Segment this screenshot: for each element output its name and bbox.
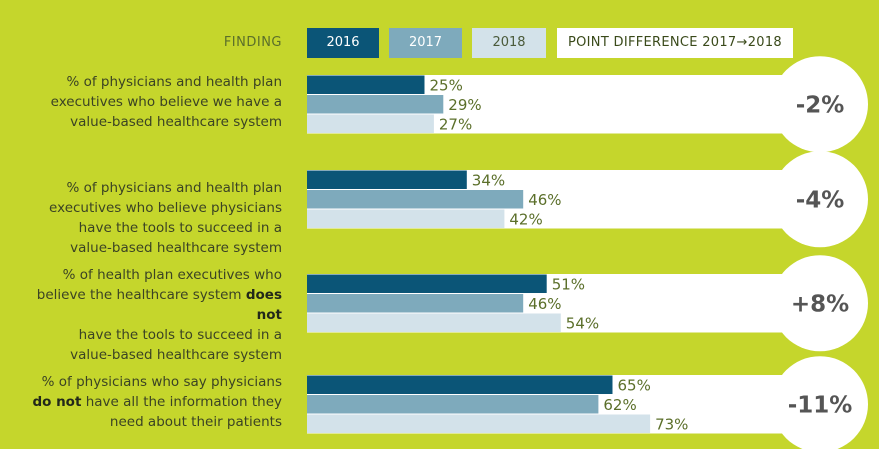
finding-line: % of physicians and health plan: [10, 72, 282, 92]
bar-value-label: 62%: [603, 396, 636, 414]
finding-segment: % of physicians who say physicians: [41, 374, 282, 390]
bar-value-label: 65%: [618, 376, 651, 394]
finding-segment: executives who believe physicians: [49, 200, 282, 216]
difference-value: -2%: [796, 92, 845, 118]
finding-segment: have the tools to succeed in a: [78, 220, 282, 236]
bar-value-label: 25%: [430, 76, 463, 94]
legend-item-2017: 2017: [389, 28, 462, 58]
finding-emphasis: do not: [32, 394, 82, 410]
finding-segment: value-based healthcare system: [70, 240, 282, 256]
bar-value-label: 51%: [552, 275, 585, 293]
finding-line: have the tools to succeed in a: [10, 218, 282, 238]
finding-line: executives who believe physicians: [10, 198, 282, 218]
finding-segment: executives who believe we have a: [50, 94, 282, 110]
finding-line: % of physicians and health plan: [10, 178, 282, 198]
bar-2018: [307, 114, 434, 133]
bar-value-label: 46%: [528, 295, 561, 313]
bar-value-label: 46%: [528, 191, 561, 209]
difference-value: -11%: [788, 392, 853, 418]
finding-line: % of physicians who say physicians: [10, 372, 282, 392]
bar-2017: [307, 95, 444, 114]
bar-2017: [307, 294, 524, 313]
finding-segment: have the tools to succeed in a: [78, 327, 282, 343]
legend-item-2018: 2018: [472, 28, 546, 58]
finding-segment: value-based healthcare system: [70, 347, 282, 363]
bar-2018: [307, 414, 651, 433]
bar-value-label: 54%: [566, 314, 599, 332]
finding-segment: have all the information they: [81, 394, 282, 410]
finding-text: % of physicians who say physicians do not…: [10, 372, 282, 432]
bar-2017: [307, 395, 599, 414]
finding-text: % of physicians and health plan executive…: [10, 72, 282, 132]
finding-text: % of physicians and health plan executive…: [10, 178, 282, 258]
finding-line: do not have all the information they: [10, 392, 282, 412]
difference-circle: [772, 356, 868, 449]
finding-line: value-based healthcare system: [10, 345, 282, 365]
bar-2016: [307, 274, 547, 293]
finding-header: FINDING: [223, 35, 282, 50]
difference-value: +8%: [791, 291, 849, 317]
bar-2017: [307, 190, 524, 209]
bar-value-label: 42%: [509, 210, 542, 228]
finding-line: need about their patients: [10, 412, 282, 432]
bar-value-label: 73%: [655, 415, 688, 433]
finding-segment: % of physicians and health plan: [66, 180, 282, 196]
difference-circle: [772, 56, 868, 153]
finding-line: executives who believe we have a: [10, 92, 282, 112]
bar-2018: [307, 313, 561, 332]
bar-2016: [307, 75, 425, 94]
finding-segment: value-based healthcare system: [70, 114, 282, 130]
difference-value: -4%: [796, 187, 845, 213]
bar-value-label: 29%: [448, 96, 481, 114]
bar-2016: [307, 375, 613, 394]
point-difference-header: POINT DIFFERENCE 2017→2018: [557, 28, 793, 58]
finding-segment: % of physicians and health plan: [66, 74, 282, 90]
finding-line: have the tools to succeed in a: [10, 325, 282, 345]
bar-value-label: 27%: [439, 115, 472, 133]
finding-emphasis: does not: [245, 287, 282, 323]
finding-segment: % of health plan executives who: [62, 267, 282, 283]
bar-value-label: 34%: [472, 171, 505, 189]
difference-circle: [772, 151, 868, 248]
bar-2016: [307, 170, 467, 189]
finding-segment: believe the healthcare system: [36, 287, 246, 303]
difference-circle: [772, 255, 868, 352]
bar-2018: [307, 209, 505, 228]
finding-line: value-based healthcare system: [10, 112, 282, 132]
legend-item-2016: 2016: [307, 28, 379, 58]
finding-text: % of health plan executives who believe t…: [10, 265, 282, 365]
finding-line: % of health plan executives who: [10, 265, 282, 285]
finding-line: believe the healthcare system does not: [10, 285, 282, 325]
finding-segment: need about their patients: [109, 414, 282, 430]
finding-line: value-based healthcare system: [10, 238, 282, 258]
